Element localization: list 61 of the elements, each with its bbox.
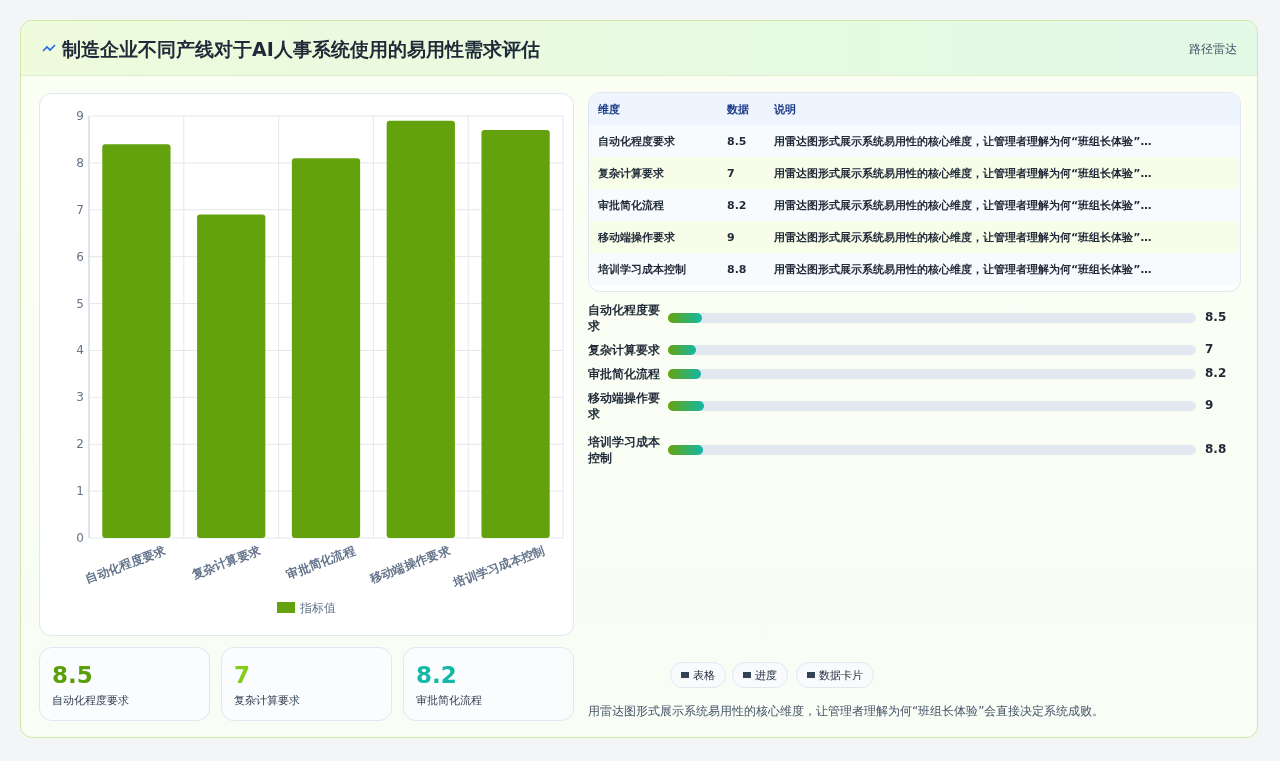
category-label: 审批简化流程 <box>416 693 482 708</box>
text: 数据卡片 <box>819 667 863 683</box>
bar <box>386 120 455 538</box>
category-label: 复杂计算要求 <box>589 157 718 189</box>
data-label: 8.5 <box>52 662 93 688</box>
data-label: 8.8 <box>718 253 765 285</box>
data-label: 7 <box>718 157 765 189</box>
y-tick-label: 4 <box>76 343 84 358</box>
y-tick-label: 2 <box>76 437 84 452</box>
data-label: 8.8 <box>1205 442 1227 456</box>
text: 路径雷达 <box>1189 41 1237 58</box>
y-tick-label: 7 <box>76 202 84 217</box>
text: 说明 <box>765 93 1240 125</box>
data-label: 8.5 <box>718 125 765 157</box>
category-label: 自动化程度要求 <box>588 302 661 334</box>
category-label: 自动化程度要求 <box>52 693 129 708</box>
y-tick-label: 3 <box>76 390 84 405</box>
category-label: 审批简化流程 <box>588 366 661 382</box>
text: 用雷达图形式展示系统易用性的核心维度，让管理者理解为何“班组长体验”… <box>765 253 1240 285</box>
text: 制造企业不同产线对于AI人事系统使用的易用性需求评估 <box>62 37 540 62</box>
text: 维度 <box>589 93 718 125</box>
data-label: 8.2 <box>1205 366 1227 380</box>
text: 用雷达图形式展示系统易用性的核心维度，让管理者理解为何“班组长体验”… <box>765 221 1240 253</box>
data-label: 7 <box>234 662 251 688</box>
text: 用雷达图形式展示系统易用性的核心维度，让管理者理解为何“班组长体验”会直接决定系统成败。 <box>588 703 1105 720</box>
legend-label: 指标值 <box>299 601 336 615</box>
y-tick-label: 1 <box>76 484 84 499</box>
x-tick-label: 审批简化流程 <box>284 543 358 582</box>
x-tick-label: 复杂计算要求 <box>188 543 264 582</box>
category-label: 审批简化流程 <box>589 189 718 221</box>
data-label: 9 <box>718 221 765 253</box>
y-tick-label: 5 <box>76 296 84 311</box>
bar <box>291 158 361 538</box>
category-label: 复杂计算要求 <box>234 693 300 708</box>
category-label: 移动端操作要求 <box>589 221 718 253</box>
y-tick-label: 0 <box>76 531 84 545</box>
text: 用雷达图形式展示系统易用性的核心维度，让管理者理解为何“班组长体验”… <box>765 157 1240 189</box>
text: 用雷达图形式展示系统易用性的核心维度，让管理者理解为何“班组长体验”… <box>765 189 1240 221</box>
y-tick-label: 9 <box>76 109 84 123</box>
category-label: 自动化程度要求 <box>589 125 718 157</box>
data-label: 8.2 <box>416 662 457 688</box>
category-label: 复杂计算要求 <box>588 342 661 358</box>
y-tick-label: 8 <box>76 155 84 170</box>
bar <box>102 144 171 538</box>
text: 用雷达图形式展示系统易用性的核心维度，让管理者理解为何“班组长体验”… <box>765 125 1240 157</box>
text: 进度 <box>755 667 777 683</box>
data-label: 7 <box>1205 342 1214 356</box>
category-label: 培训学习成本控制 <box>589 253 718 285</box>
bar <box>197 214 266 538</box>
y-tick-label: 6 <box>76 249 84 264</box>
bar <box>481 130 550 538</box>
x-tick-label: 移动端操作要求 <box>367 543 453 586</box>
text: 数据 <box>718 93 765 125</box>
category-label: 培训学习成本控制 <box>588 434 661 466</box>
data-label: 9 <box>1205 398 1214 412</box>
x-tick-label: 培训学习成本控制 <box>450 543 547 590</box>
data-label: 8.2 <box>718 189 765 221</box>
text: 表格 <box>693 667 715 683</box>
x-tick-label: 自动化程度要求 <box>83 543 169 586</box>
data-label: 8.5 <box>1205 310 1227 324</box>
category-label: 移动端操作要求 <box>588 390 661 422</box>
